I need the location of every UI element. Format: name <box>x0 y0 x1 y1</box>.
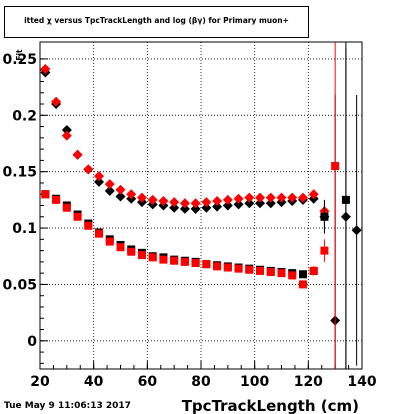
plot-frame <box>39 41 363 370</box>
data-point-square <box>298 270 307 279</box>
data-point-square <box>170 256 179 265</box>
datestamp: Tue May 9 11:06:13 2017 <box>4 401 131 411</box>
title-box: itted χ versus TpcTrackLength and log (β… <box>4 6 309 38</box>
data-point-square <box>223 263 232 272</box>
data-point-square <box>213 262 222 271</box>
data-point-diamond <box>265 198 276 209</box>
y-tick-label: 0.05 <box>2 277 37 293</box>
data-point-square <box>73 212 82 221</box>
data-point-diamond <box>201 197 212 208</box>
data-point-diamond <box>179 203 190 214</box>
data-point-square <box>95 229 104 238</box>
data-point-square <box>245 265 254 274</box>
grid-lines <box>40 42 362 369</box>
data-point-diamond <box>233 193 244 204</box>
data-point-square <box>41 190 50 199</box>
data-point-diamond <box>233 199 244 210</box>
data-point-diamond <box>51 96 62 107</box>
data-point-diamond <box>212 195 223 206</box>
data-point-diamond <box>190 203 201 214</box>
data-point-diamond <box>94 171 105 182</box>
data-point-square <box>256 266 265 275</box>
data-point-square <box>62 203 71 212</box>
data-point-square <box>298 280 307 289</box>
y-tick-label: 0.2 <box>12 108 37 124</box>
x-tick-label: 40 <box>84 374 104 390</box>
data-point-diamond <box>104 179 115 190</box>
data-point-diamond <box>136 192 147 203</box>
x-tick-label: 20 <box>30 374 50 390</box>
data-point-square <box>277 269 286 278</box>
data-point-diamond <box>179 198 190 209</box>
data-point-square <box>52 195 61 204</box>
data-point-diamond <box>72 149 83 160</box>
data-point-square <box>116 243 125 252</box>
data-point-diamond <box>115 191 126 202</box>
data-point-square <box>105 237 114 246</box>
data-point-diamond <box>190 198 201 209</box>
y-tick-label: 0 <box>27 334 37 350</box>
data-point-square <box>137 251 146 260</box>
data-point-diamond <box>104 185 115 196</box>
x-tick-label: 120 <box>294 374 323 390</box>
data-point-square <box>191 259 200 268</box>
data-point-diamond <box>169 202 180 213</box>
data-point-diamond <box>222 194 233 205</box>
y-tick-label: 0.15 <box>2 165 37 181</box>
data-point-diamond <box>287 192 298 203</box>
data-point-square <box>148 253 157 262</box>
data-point-diamond <box>255 192 266 203</box>
data-point-diamond <box>61 130 72 141</box>
data-point-diamond <box>94 176 105 187</box>
data-point-square <box>266 268 275 277</box>
data-point-diamond <box>201 202 212 213</box>
data-point-diamond <box>40 64 51 75</box>
data-point-diamond <box>169 197 180 208</box>
data-point-square <box>320 212 329 221</box>
data-point-square <box>159 255 168 264</box>
data-point-diamond <box>158 195 169 206</box>
data-point-square <box>234 264 243 273</box>
y-tick-label: 0.1 <box>12 221 37 237</box>
data-point-diamond <box>276 192 287 203</box>
data-point-diamond <box>115 184 126 195</box>
data-point-diamond <box>297 192 308 203</box>
data-point-square <box>180 257 189 266</box>
data-point-diamond <box>244 192 255 203</box>
data-point-square <box>127 247 136 256</box>
y-tick-label: 0.25 <box>2 52 37 68</box>
chart-title: itted χ versus TpcTrackLength and log (β… <box>24 16 289 25</box>
x-axis-label: TpcTrackLength (cm) <box>182 397 359 414</box>
data-point-diamond <box>244 198 255 209</box>
data-point-diamond <box>265 192 276 203</box>
data-point-diamond <box>126 189 137 200</box>
data-point-square <box>331 162 340 171</box>
data-point-diamond <box>212 201 223 212</box>
y-axis-label: Fit <box>15 49 24 61</box>
data-point-diamond <box>351 225 362 236</box>
data-point-square <box>341 195 350 204</box>
data-point-square <box>320 246 329 255</box>
data-point-square <box>84 221 93 230</box>
data-point-diamond <box>222 200 233 211</box>
x-tick-label: 60 <box>138 374 158 390</box>
data-point-diamond <box>61 124 72 135</box>
x-tick-label: 100 <box>240 374 269 390</box>
data-marks <box>40 42 362 369</box>
data-point-diamond <box>83 164 94 175</box>
data-point-square <box>202 260 211 269</box>
data-point-square <box>288 271 297 280</box>
data-point-square <box>309 266 318 275</box>
x-tick-label: 140 <box>347 374 376 390</box>
axis-ticks: 20 40 60 80 100 120 140 0 0.05 0.1 0.15 0.2 0.25 <box>2 52 376 390</box>
data-point-diamond <box>147 194 158 205</box>
data-point-diamond <box>308 189 319 200</box>
data-point-diamond <box>255 198 266 209</box>
x-tick-label: 80 <box>191 374 211 390</box>
